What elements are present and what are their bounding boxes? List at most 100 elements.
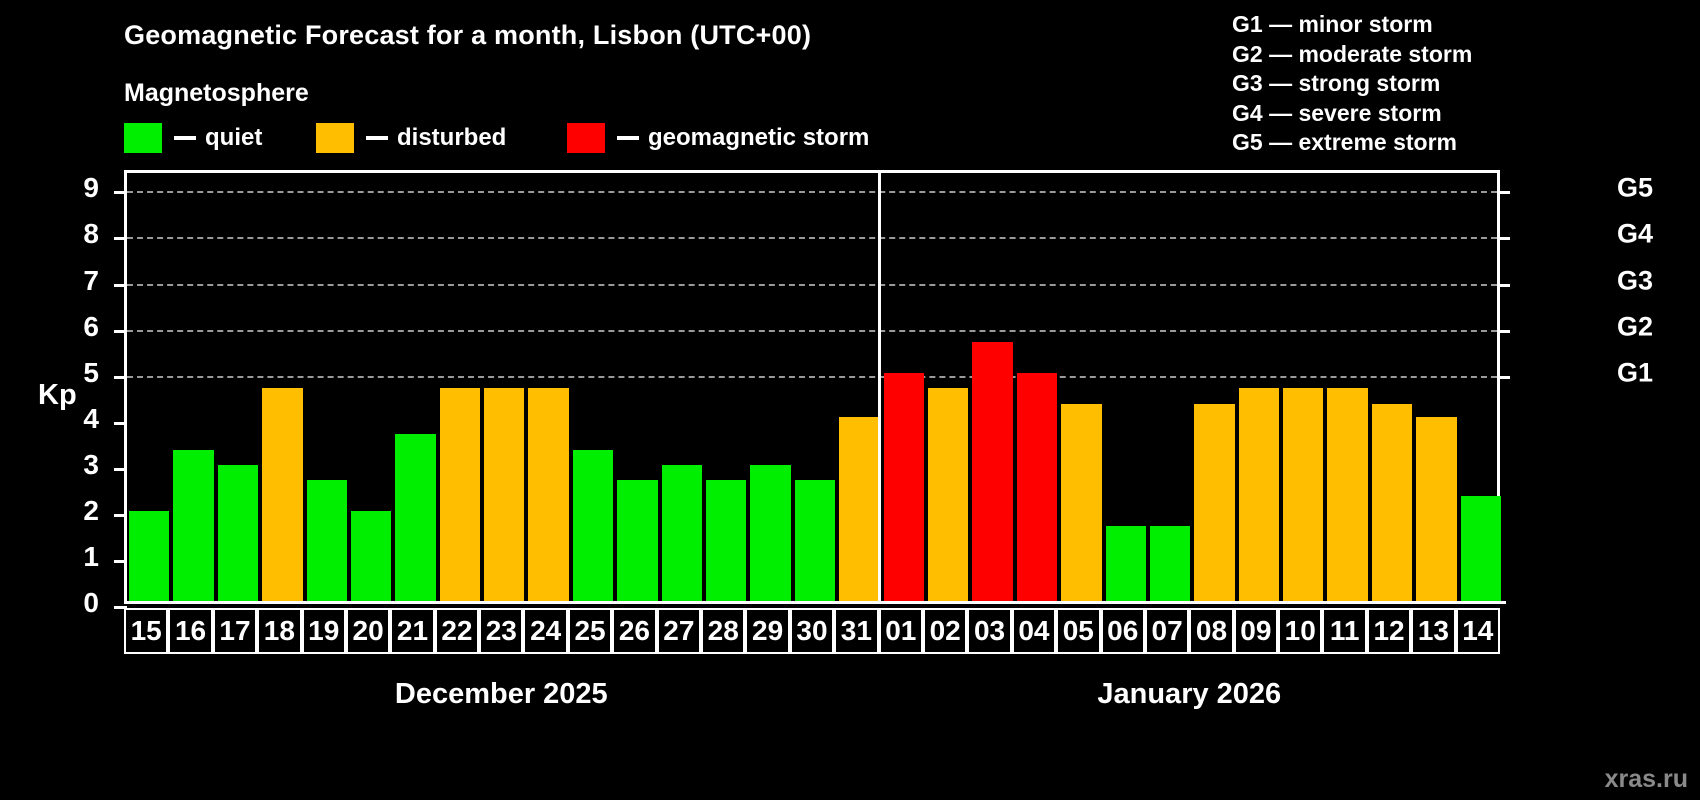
legend-dash-icon <box>174 136 196 140</box>
bar-26[interactable] <box>617 480 658 603</box>
disturbed-swatch <box>316 123 354 153</box>
g-tick-G3 <box>1497 283 1510 287</box>
bar-02[interactable] <box>927 387 969 603</box>
legend-dash-icon <box>617 136 639 140</box>
watermark: xras.ru <box>1604 765 1688 793</box>
y-tick-4 <box>114 421 127 425</box>
bar-07[interactable] <box>1149 526 1191 603</box>
day-label-23[interactable]: 23 <box>479 608 524 654</box>
day-label-28[interactable]: 28 <box>701 608 746 654</box>
g-axis-label-G5: G5 <box>1617 172 1654 203</box>
bar-22[interactable] <box>439 387 481 603</box>
bar-09[interactable] <box>1238 387 1280 603</box>
gridline-kp-7 <box>127 283 1497 286</box>
day-label-29[interactable]: 29 <box>745 608 790 654</box>
day-label-12[interactable]: 12 <box>1366 608 1412 654</box>
y-tick-8 <box>114 237 127 241</box>
day-label-18[interactable]: 18 <box>257 608 302 654</box>
bar-24[interactable] <box>528 387 569 603</box>
y-axis-label-8: 8 <box>83 218 99 250</box>
day-label-09[interactable]: 09 <box>1233 608 1279 654</box>
month-divider <box>877 170 881 603</box>
day-label-16[interactable]: 16 <box>168 608 213 654</box>
day-label-27[interactable]: 27 <box>656 608 702 654</box>
day-label-20[interactable]: 20 <box>345 608 391 654</box>
day-label-11[interactable]: 11 <box>1322 608 1367 654</box>
bar-10[interactable] <box>1283 387 1324 603</box>
day-label-10[interactable]: 10 <box>1278 608 1323 654</box>
bar-30[interactable] <box>794 480 836 603</box>
bar-18[interactable] <box>262 387 303 603</box>
legend-item-label: geomagnetic storm <box>648 124 870 151</box>
bar-16[interactable] <box>173 449 214 603</box>
bar-06[interactable] <box>1105 526 1146 603</box>
legend-item-0: quiet <box>124 123 262 153</box>
day-label-24[interactable]: 24 <box>523 608 568 654</box>
bar-08[interactable] <box>1194 403 1235 603</box>
y-axis-label-1: 1 <box>83 540 99 572</box>
g-axis-label-G3: G3 <box>1617 265 1654 296</box>
day-label-17[interactable]: 17 <box>212 608 258 654</box>
bar-25[interactable] <box>572 449 614 603</box>
day-label-03[interactable]: 03 <box>967 608 1012 654</box>
storm-scale-row-1: G1 — minor storm <box>1232 11 1433 37</box>
day-label-31[interactable]: 31 <box>834 608 879 654</box>
day-label-19[interactable]: 19 <box>301 608 346 654</box>
gridline-kp-5 <box>127 375 1497 378</box>
g-axis-label-G2: G2 <box>1617 311 1654 342</box>
bar-20[interactable] <box>350 510 392 603</box>
y-axis-label-4: 4 <box>83 402 99 434</box>
day-label-08[interactable]: 08 <box>1189 608 1234 654</box>
bar-21[interactable] <box>395 433 436 603</box>
day-label-13[interactable]: 13 <box>1411 608 1456 654</box>
bar-05[interactable] <box>1061 403 1102 603</box>
bar-01[interactable] <box>883 372 924 603</box>
storm-scale-row-5: G5 — extreme storm <box>1232 129 1457 156</box>
y-tick-3 <box>114 467 127 471</box>
gridline-kp-6 <box>127 329 1497 332</box>
y-axis-title: Kp <box>38 379 77 411</box>
g-tick-G2 <box>1497 329 1510 333</box>
day-label-strip: 15 16 17 18 19 20 21 22 23 24 25 26 27 28 29 30 31 01 02 03… <box>124 608 1500 654</box>
g-axis-label-G1: G1 <box>1617 357 1654 388</box>
day-label-01[interactable]: 01 <box>878 608 923 654</box>
bar-03[interactable] <box>972 341 1013 603</box>
day-label-15[interactable]: 15 <box>124 608 169 654</box>
bar-23[interactable] <box>484 387 525 603</box>
day-label-07[interactable]: 07 <box>1144 608 1190 654</box>
bar-11[interactable] <box>1327 387 1368 603</box>
day-label-04[interactable]: 04 <box>1011 608 1057 654</box>
day-label-02[interactable]: 02 <box>922 608 968 654</box>
magnetosphere-label: Magnetosphere <box>124 79 309 107</box>
day-label-05[interactable]: 05 <box>1056 608 1101 654</box>
bar-04[interactable] <box>1016 372 1058 603</box>
day-label-22[interactable]: 22 <box>434 608 480 654</box>
bar-12[interactable] <box>1371 403 1413 603</box>
day-label-25[interactable]: 25 <box>567 608 613 654</box>
quiet-swatch <box>124 123 162 153</box>
bar-17[interactable] <box>217 464 259 603</box>
storm-scale-row-3: G3 — strong storm <box>1232 70 1441 97</box>
legend-dash-icon <box>366 136 388 140</box>
gridline-kp-8 <box>127 237 1497 240</box>
bar-29[interactable] <box>750 464 791 603</box>
day-label-30[interactable]: 30 <box>789 608 835 654</box>
bar-15[interactable] <box>129 510 170 603</box>
day-label-06[interactable]: 06 <box>1100 608 1145 654</box>
day-label-21[interactable]: 21 <box>390 608 435 654</box>
day-label-14[interactable]: 14 <box>1455 608 1500 654</box>
bar-14[interactable] <box>1460 495 1501 603</box>
y-axis-label-9: 9 <box>83 172 99 204</box>
bar-31[interactable] <box>839 417 880 603</box>
day-label-26[interactable]: 26 <box>612 608 657 654</box>
bar-19[interactable] <box>306 480 347 603</box>
y-tick-5 <box>114 375 127 379</box>
legend-item-2: geomagnetic storm <box>567 123 869 153</box>
storm-scale-legend: G1 — minor storm G2 — moderate storm G3 — … <box>1232 10 1472 158</box>
bar-28[interactable] <box>706 480 747 603</box>
bar-13[interactable] <box>1416 417 1457 603</box>
bar-27[interactable] <box>661 464 703 603</box>
legend-item-label: disturbed <box>397 124 507 151</box>
y-tick-1 <box>114 559 127 563</box>
